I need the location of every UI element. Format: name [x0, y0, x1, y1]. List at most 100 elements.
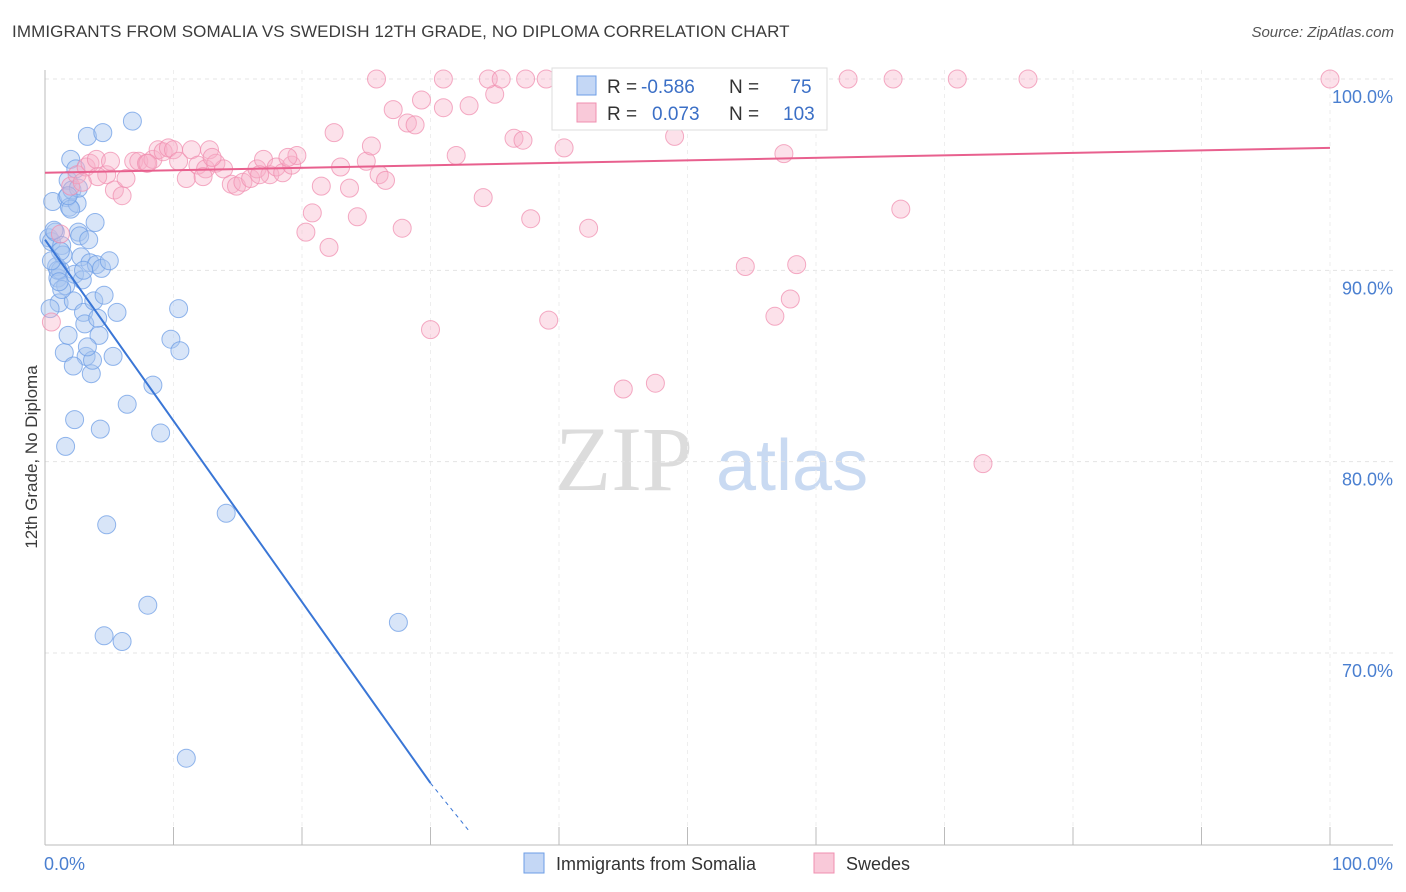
y-tick-label: 100.0% — [1332, 87, 1393, 107]
point-somalia — [169, 299, 189, 319]
stats-box: R = -0.586 N = 75 R = 0.073 N = 103 — [551, 67, 828, 131]
point-somalia — [85, 213, 105, 232]
trend-lines — [44, 146, 1331, 832]
point-somalia — [74, 260, 93, 280]
point-somalia — [90, 419, 110, 439]
legend-label-somalia: Immigrants from Somalia — [556, 854, 757, 874]
y-tick-label: 80.0% — [1342, 470, 1393, 490]
point-somalia — [75, 314, 95, 334]
point-somalia — [44, 220, 64, 240]
trend-line-somalia-extension — [430, 782, 470, 832]
point-swedes — [61, 176, 81, 196]
point-somalia — [79, 230, 99, 250]
trend-line-swedes — [44, 146, 1331, 174]
stats-r-label-1: R = — [607, 77, 637, 98]
stats-swatch-blue — [576, 75, 597, 96]
x-tick-label: 100.0% — [1332, 854, 1393, 874]
point-swedes — [446, 146, 466, 165]
point-swedes — [86, 149, 106, 169]
point-swedes — [491, 69, 511, 89]
point-swedes — [361, 136, 381, 156]
point-somalia — [93, 123, 113, 143]
point-swedes — [891, 199, 911, 219]
point-somalia — [77, 337, 97, 357]
point-swedes — [1018, 69, 1038, 89]
point-swedes — [787, 255, 807, 275]
point-swedes — [1320, 69, 1340, 89]
y-axis-label: 12th Grade, No Diploma — [22, 365, 41, 549]
point-somalia — [176, 748, 196, 768]
point-swedes — [296, 222, 316, 242]
point-swedes — [50, 224, 70, 244]
point-somalia — [97, 515, 117, 535]
point-swedes — [311, 176, 331, 196]
point-swedes — [138, 153, 158, 173]
point-swedes — [780, 289, 800, 309]
point-swedes — [433, 98, 453, 118]
point-swedes — [206, 153, 226, 173]
point-swedes — [41, 312, 61, 332]
point-somalia — [138, 595, 158, 615]
point-swedes — [478, 69, 498, 89]
point-swedes — [645, 373, 665, 393]
point-swedes — [72, 172, 92, 192]
point-swedes — [521, 209, 541, 229]
point-swedes — [579, 218, 599, 238]
point-swedes — [101, 151, 120, 171]
point-swedes — [473, 188, 493, 208]
point-somalia — [41, 251, 61, 271]
point-swedes — [383, 100, 403, 120]
y-tick-label: 70.0% — [1342, 661, 1393, 681]
legend-label-swedes: Swedes — [846, 854, 910, 874]
point-somalia — [143, 375, 163, 395]
point-swedes — [513, 130, 533, 150]
point-swedes — [883, 69, 903, 89]
stats-n-label-2: N = — [729, 104, 759, 125]
point-somalia — [388, 612, 408, 632]
point-swedes — [973, 454, 993, 474]
point-swedes — [735, 257, 755, 276]
point-swedes — [278, 147, 298, 167]
point-somalia — [94, 285, 114, 305]
point-swedes — [250, 165, 270, 185]
point-somalia — [107, 302, 127, 322]
point-somalia — [216, 503, 236, 523]
watermark: ZIP atlas — [555, 408, 868, 510]
point-somalia — [52, 280, 72, 299]
axes — [44, 70, 1393, 846]
point-somalia — [56, 436, 76, 456]
point-swedes — [613, 379, 633, 399]
watermark-zip: ZIP — [555, 408, 693, 510]
x-tick-label: 0.0% — [44, 854, 85, 874]
legend: Immigrants from Somalia Swedes — [523, 852, 910, 874]
point-swedes — [340, 178, 359, 198]
point-swedes — [554, 138, 574, 158]
stats-r-value-2: 0.073 — [652, 104, 700, 125]
stats-r-value-1: -0.586 — [641, 77, 695, 98]
legend-swatch-swedes — [813, 852, 835, 874]
point-somalia — [77, 126, 97, 146]
point-somalia — [94, 626, 114, 646]
point-somalia — [170, 341, 190, 361]
point-swedes — [302, 203, 322, 223]
point-swedes — [765, 306, 785, 326]
stats-n-label-1: N = — [729, 77, 759, 98]
stats-n-value-1: 75 — [790, 77, 811, 98]
point-somalia — [80, 253, 100, 273]
point-swedes — [397, 113, 417, 133]
gridlines — [44, 70, 1393, 845]
stats-n-value-2: 103 — [783, 104, 815, 125]
point-swedes — [392, 218, 412, 238]
stats-swatch-pink — [576, 102, 597, 123]
stats-r-label-2: R = — [607, 104, 637, 125]
point-somalia — [112, 632, 132, 651]
point-swedes — [347, 207, 367, 227]
legend-swatch-somalia — [523, 852, 545, 874]
source-label: Source: ZipAtlas.com — [1251, 24, 1394, 41]
point-swedes — [104, 180, 124, 200]
chart-title: IMMIGRANTS FROM SOMALIA VS SWEDISH 12TH … — [12, 22, 790, 41]
point-somalia — [58, 325, 78, 345]
point-somalia — [117, 394, 137, 414]
point-somalia — [63, 356, 83, 376]
